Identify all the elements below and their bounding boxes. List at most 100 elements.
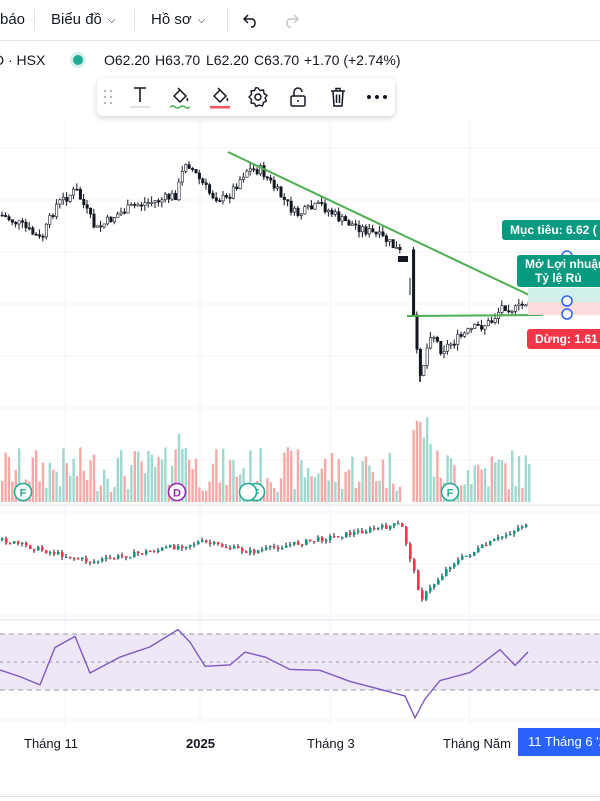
candle-body bbox=[121, 555, 124, 557]
candle-body bbox=[317, 537, 320, 542]
target-text: Mục tiêu: 6.62 ( bbox=[510, 223, 597, 237]
drag-handle-icon[interactable] bbox=[99, 82, 117, 112]
settings-icon[interactable] bbox=[243, 82, 273, 112]
candle-body bbox=[49, 552, 52, 554]
profile-menu-button[interactable]: Hồ sơ ⌵ bbox=[151, 0, 205, 40]
candle-body bbox=[449, 567, 452, 570]
candle-body bbox=[389, 525, 392, 529]
symbol-label[interactable]: D · HSX bbox=[0, 52, 46, 68]
candle-body bbox=[57, 551, 60, 555]
candle-body bbox=[269, 177, 273, 181]
candle-body bbox=[101, 558, 104, 562]
candle-body bbox=[4, 215, 8, 217]
candle-body bbox=[228, 196, 232, 199]
candle-body bbox=[514, 305, 518, 312]
candle-body bbox=[204, 182, 208, 185]
redo-button[interactable] bbox=[282, 0, 302, 40]
chart-menu-button[interactable]: Biểu đồ ⌵ bbox=[51, 0, 115, 40]
volume-bar bbox=[99, 485, 102, 502]
volume-bar bbox=[52, 469, 55, 502]
rsi-pane bbox=[0, 628, 600, 720]
candle-body bbox=[425, 591, 428, 600]
volume-bar bbox=[38, 481, 41, 502]
candle-body bbox=[24, 221, 28, 229]
candle-body bbox=[217, 542, 220, 545]
volume-bar bbox=[273, 487, 276, 502]
volume-bar bbox=[208, 481, 211, 502]
candle-body bbox=[38, 234, 42, 237]
candle-body bbox=[513, 530, 516, 534]
more-icon[interactable] bbox=[362, 82, 392, 112]
volume-bar bbox=[507, 489, 510, 502]
volume-bar bbox=[453, 465, 456, 502]
candle-body bbox=[459, 334, 463, 337]
candle-body bbox=[412, 249, 416, 316]
report-menu-button[interactable]: báo bbox=[0, 0, 25, 40]
volume-bar bbox=[426, 417, 429, 502]
candle-body bbox=[345, 532, 348, 538]
candle-body bbox=[208, 184, 212, 194]
volume-bar bbox=[232, 460, 235, 502]
candle-body bbox=[245, 551, 248, 553]
volume-bar bbox=[177, 433, 181, 502]
volume-bar bbox=[480, 469, 483, 502]
target-label[interactable]: Mục tiêu: 6.62 ( bbox=[502, 220, 600, 240]
report-menu-label: báo bbox=[0, 11, 26, 28]
volume-bar bbox=[392, 483, 395, 502]
candle-body bbox=[123, 211, 127, 214]
volume-bar bbox=[324, 458, 327, 502]
candle-body bbox=[37, 546, 40, 551]
volume-bar bbox=[86, 480, 89, 502]
trendline bbox=[227, 151, 549, 305]
undo-button[interactable] bbox=[242, 0, 262, 40]
candle-body bbox=[92, 213, 96, 228]
candle-body bbox=[133, 551, 136, 558]
candle-body bbox=[201, 540, 204, 542]
volume-bar bbox=[483, 468, 487, 502]
candle-body bbox=[473, 323, 477, 329]
main-candles bbox=[0, 161, 531, 382]
volume-bar bbox=[174, 449, 177, 502]
text-icon[interactable] bbox=[125, 82, 155, 112]
stop-label[interactable]: Dừng: 1.61 bbox=[527, 329, 600, 349]
x-axis-label: Tháng 3 bbox=[307, 736, 355, 751]
candle-body bbox=[235, 186, 239, 190]
open-pnl-label[interactable]: Mở Lợi nhuận Tỷ lệ Rủ bbox=[517, 255, 600, 287]
trash-icon[interactable] bbox=[323, 82, 353, 112]
volume-bar bbox=[194, 458, 198, 502]
candle-body bbox=[153, 200, 157, 203]
volume-bar bbox=[215, 449, 218, 502]
volume-bar bbox=[307, 468, 310, 502]
line-color-icon[interactable] bbox=[165, 82, 195, 112]
profile-menu-label: Hồ sơ bbox=[151, 11, 192, 28]
candle-body bbox=[213, 542, 216, 544]
volume-bar bbox=[473, 465, 476, 502]
candle-body bbox=[327, 209, 331, 213]
candle-body bbox=[113, 558, 116, 560]
stop-text: Dừng: 1.61 bbox=[535, 332, 598, 346]
volume-bar bbox=[11, 481, 14, 502]
volume-bar bbox=[385, 487, 388, 502]
event-markers[interactable]: FFFD bbox=[13, 482, 460, 502]
volume-bar bbox=[296, 449, 300, 502]
volume-bar bbox=[103, 470, 106, 502]
candle-body bbox=[509, 533, 512, 536]
lock-icon[interactable] bbox=[283, 82, 313, 112]
price-chart[interactable]: FFFD bbox=[0, 120, 600, 725]
candle-body bbox=[160, 199, 164, 203]
volume-bar bbox=[422, 437, 425, 502]
earnings-marker bbox=[13, 482, 33, 502]
candle-body bbox=[490, 320, 494, 323]
fill-color-icon[interactable] bbox=[205, 82, 235, 112]
volume-bar bbox=[133, 451, 136, 502]
volume-bar bbox=[310, 476, 313, 502]
open-pnl-text: Mở Lợi nhuận bbox=[525, 257, 600, 271]
candle-body bbox=[461, 556, 464, 560]
candle-body bbox=[233, 546, 236, 549]
candle-body bbox=[21, 220, 25, 223]
candle-body bbox=[161, 547, 164, 551]
volume-bar bbox=[463, 484, 466, 502]
candle-body bbox=[105, 557, 108, 559]
candle-body bbox=[333, 211, 337, 215]
candle-body bbox=[503, 305, 507, 311]
